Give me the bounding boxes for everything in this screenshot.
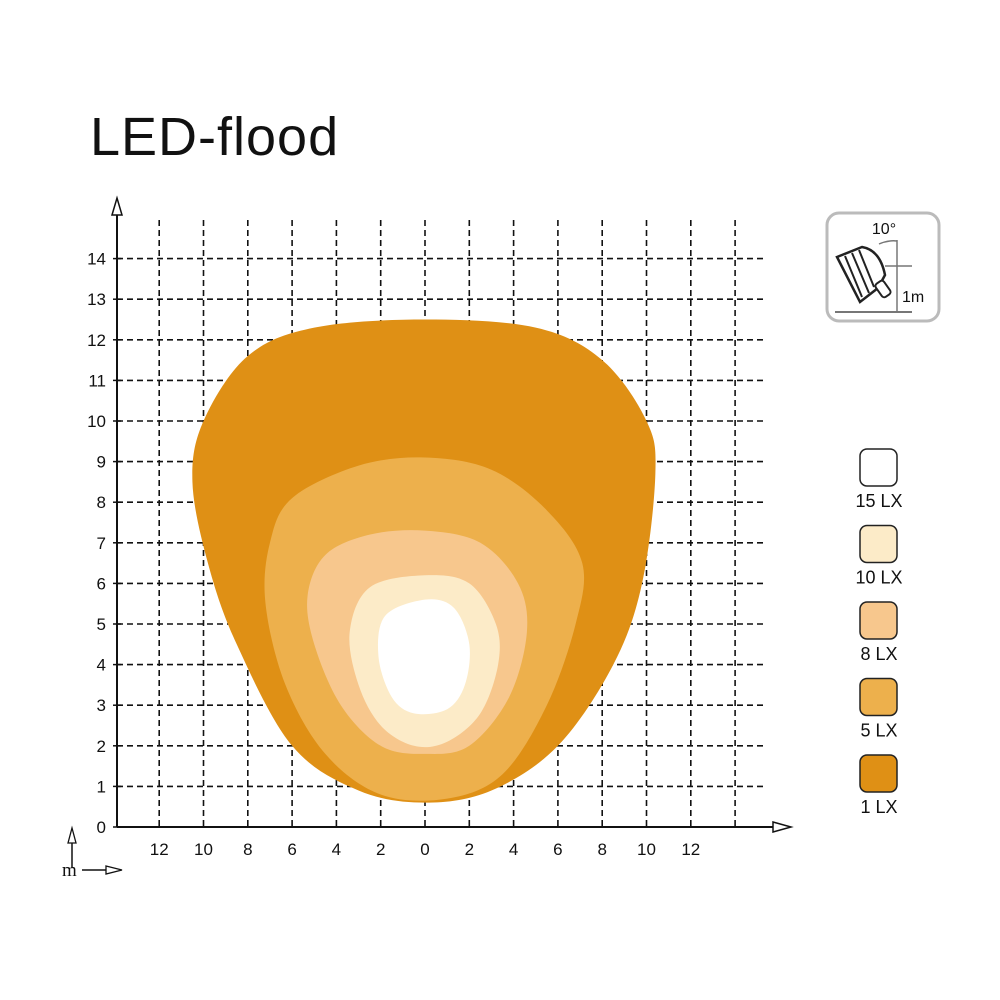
x-tick-label: 2 [465, 840, 474, 859]
y-tick-label: 13 [87, 290, 106, 309]
legend-label: 15 LX [855, 491, 902, 511]
x-tick-label: 6 [287, 840, 296, 859]
x-tick-label: 4 [332, 840, 341, 859]
legend-swatch [859, 524, 898, 564]
legend-swatch [859, 448, 898, 487]
y-tick-label: 9 [97, 453, 106, 472]
x-tick-label: 12 [681, 840, 700, 859]
legend-label: 8 LX [860, 644, 897, 664]
y-tick-label: 3 [97, 696, 106, 715]
x-axis-arrow-icon [772, 821, 794, 833]
axis-unit-label: m [62, 860, 77, 881]
y-tick-label: 4 [97, 656, 106, 675]
y-tick-label: 6 [97, 574, 106, 593]
icon-lamp-fins [844, 249, 875, 298]
x-tick-label: 10 [637, 840, 656, 859]
y-tick-label: 1 [97, 777, 106, 796]
legend-label: 1 LX [860, 797, 897, 817]
x-tick-label: 10 [194, 840, 213, 859]
icon-angle-label: 10° [872, 221, 896, 238]
legend-swatch [859, 677, 898, 717]
icon-angle-arc [878, 240, 898, 245]
legend-label: 10 LX [855, 568, 902, 588]
y-tick-label: 2 [97, 737, 106, 756]
icon-height-label: 1m [902, 289, 924, 306]
legend-swatch [859, 754, 898, 793]
x-tick-label: 12 [150, 840, 169, 859]
legend-swatch [859, 601, 898, 640]
contour-15-lx [377, 599, 470, 715]
y-tick-label: 12 [87, 331, 106, 350]
x-tick-label: 4 [509, 840, 518, 859]
unit-right-arrow-icon [105, 865, 123, 875]
x-tick-label: 0 [420, 840, 429, 859]
y-tick-label: 10 [87, 412, 106, 431]
y-tick-label: 14 [87, 250, 106, 269]
y-axis-arrow-icon [110, 195, 124, 216]
x-tick-label: 8 [243, 840, 252, 859]
icon-lamp-mount [874, 279, 892, 299]
unit-up-arrow-icon [67, 825, 77, 844]
y-tick-label: 11 [88, 371, 106, 390]
chart-title: LED-flood [90, 107, 340, 167]
x-tick-label: 2 [376, 840, 385, 859]
y-tick-label: 7 [97, 534, 106, 553]
y-tick-label: 5 [97, 615, 106, 634]
x-tick-label: 6 [553, 840, 562, 859]
y-tick-label: 8 [97, 493, 106, 512]
lamp-mount-angle-icon: 10° 1m [825, 211, 941, 323]
y-tick-label: 0 [97, 818, 106, 837]
legend-label: 5 LX [860, 721, 897, 741]
x-tick-label: 8 [597, 840, 606, 859]
